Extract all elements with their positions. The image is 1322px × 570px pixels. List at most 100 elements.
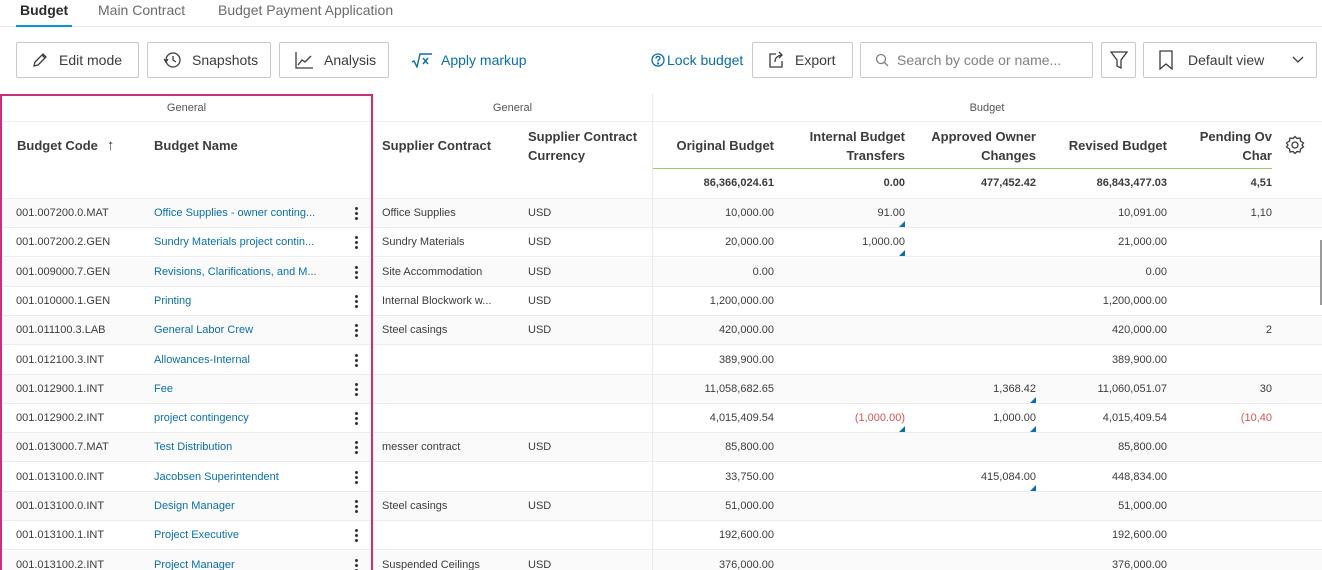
budget-name-link[interactable]: Allowances-Internal [154, 353, 250, 366]
row-actions-menu-icon[interactable] [350, 382, 362, 398]
search-input[interactable] [897, 52, 1087, 68]
revised-budget-cell: 21,000.00 [1118, 236, 1167, 249]
row-actions-menu-icon[interactable] [350, 353, 362, 369]
column-header-supplier-contract[interactable]: Supplier Contract [382, 138, 492, 153]
row-actions-menu-icon[interactable] [350, 528, 362, 544]
cell-note-marker-icon[interactable] [1030, 426, 1036, 433]
column-header-budget-code[interactable]: Budget Code ↑ [17, 122, 147, 169]
original-budget-cell: 1,200,000.00 [709, 294, 774, 307]
cell-note-marker-icon[interactable] [899, 426, 905, 433]
line-chart-icon [295, 52, 313, 69]
pending-owner-changes-cell: 1,10 [1250, 207, 1272, 219]
budget-name-link[interactable]: Printing [154, 294, 192, 307]
budget-name-link[interactable]: Jacobsen Superintendent [154, 470, 279, 483]
pending-owner-changes-cell [1180, 287, 1272, 316]
table-row[interactable]: 001.011100.3.LAB General Labor Crew Steel … [0, 316, 1322, 346]
bookmark-icon [1159, 50, 1173, 70]
supplier-contract-cell: Site Accommodation [382, 265, 483, 278]
internal-transfers-cell [780, 375, 905, 404]
row-actions-menu-icon[interactable] [350, 470, 362, 486]
budget-name-link[interactable]: Revisions, Clarifications, and M... [154, 265, 317, 278]
budget-name-link[interactable]: project contingency [154, 412, 249, 425]
budget-name-link[interactable]: Project Executive [154, 529, 239, 542]
column-header-supplier-currency[interactable]: Supplier Contract Currency [528, 122, 650, 169]
edit-mode-label: Edit mode [59, 52, 123, 68]
group-header-general-pinned: General [0, 94, 373, 122]
table-row[interactable]: 001.013100.2.INT Project Manager Suspended… [0, 550, 1322, 570]
revised-budget-cell: 11,060,051.07 [1097, 382, 1167, 395]
approved-owner-changes-cell: 415,084.00 [980, 470, 1036, 483]
column-header-budget-name[interactable]: Budget Name [154, 138, 238, 153]
pending-owner-changes-cell [1180, 228, 1272, 257]
cell-note-marker-icon[interactable] [1030, 396, 1036, 403]
view-select[interactable]: Default view [1143, 42, 1317, 78]
budget-name-link[interactable]: Project Manager [154, 558, 235, 570]
table-row[interactable]: 001.007200.0.MAT Office Supplies - owner … [0, 199, 1322, 228]
analysis-button[interactable]: Analysis [279, 42, 389, 78]
original-budget-cell: 420,000.00 [718, 324, 774, 337]
cell-note-marker-icon[interactable] [899, 250, 905, 257]
table-row[interactable]: 001.009000.7.GEN Revisions, Clarification… [0, 257, 1322, 287]
table-row[interactable]: 001.013100.0.INT Jacobsen Superintendent 3… [0, 463, 1322, 492]
row-actions-menu-icon[interactable] [350, 440, 362, 456]
table-row[interactable]: 001.013100.0.INT Design Manager Steel casi… [0, 492, 1322, 521]
internal-transfers-cell [780, 551, 905, 570]
internal-transfers-cell [780, 433, 905, 462]
row-actions-menu-icon[interactable] [350, 558, 362, 570]
column-header-pending-owner-changes[interactable]: Pending Ov Char [1180, 122, 1272, 169]
table-row[interactable]: 001.013100.1.INT Project Executive 192,600… [0, 521, 1322, 551]
budget-code-cell: 001.007200.0.MAT [16, 207, 109, 219]
row-actions-menu-icon[interactable] [350, 206, 362, 222]
row-actions-menu-icon[interactable] [350, 265, 362, 281]
snapshots-label: Snapshots [192, 52, 259, 68]
apply-markup-button[interactable]: Apply markup [411, 42, 527, 78]
tab-main-contract[interactable]: Main Contract [98, 2, 186, 18]
row-actions-menu-icon[interactable] [350, 411, 362, 427]
row-actions-menu-icon[interactable] [350, 499, 362, 515]
table-row[interactable]: 001.012900.2.INT project contingency 4,015… [0, 404, 1322, 434]
vertical-scrollbar[interactable] [1320, 240, 1322, 305]
column-header-original-budget[interactable]: Original Budget [676, 138, 775, 153]
original-budget-cell: 33,750.00 [725, 470, 774, 483]
table-row[interactable]: 001.013000.7.MAT Test Distribution messer … [0, 433, 1322, 463]
table-row[interactable]: 001.012900.1.INT Fee 11,058,682.65 1,368.42… [0, 374, 1322, 404]
column-header-internal-transfers[interactable]: Internal Budget Transfers [780, 122, 905, 169]
revised-budget-cell: 0.00 [1145, 265, 1167, 278]
lock-budget-button[interactable]: Lock budget [651, 42, 743, 78]
tab-budget-payment-application[interactable]: Budget Payment Application [218, 2, 394, 18]
analysis-label: Analysis [324, 52, 377, 68]
cell-note-marker-icon[interactable] [1030, 484, 1036, 491]
approved-owner-changes-cell [910, 346, 1036, 375]
table-row[interactable]: 001.010000.1.GEN Printing Internal Blockwo… [0, 287, 1322, 316]
budget-name-link[interactable]: Test Distribution [154, 441, 233, 454]
currency-cell [528, 521, 638, 550]
budget-name-link[interactable]: Design Manager [154, 500, 235, 512]
table-row[interactable]: 001.012100.3.INT Allowances-Internal 389,9… [0, 346, 1322, 375]
tab-budget[interactable]: Budget [15, 2, 73, 27]
cell-note-marker-icon[interactable] [899, 221, 905, 227]
table-row[interactable]: 001.007200.2.GEN Sundry Materials project… [0, 228, 1322, 258]
column-divider [652, 94, 653, 570]
filter-button[interactable] [1101, 42, 1136, 78]
snapshots-button[interactable]: Snapshots [147, 42, 271, 78]
export-button[interactable]: Export [752, 42, 853, 78]
lock-budget-label: Lock budget [667, 52, 744, 68]
internal-transfers-cell: 91.00 [877, 207, 905, 219]
group-header-general: General [373, 94, 652, 122]
row-actions-menu-icon[interactable] [350, 323, 362, 339]
supplier-contract-cell: Steel casings [382, 500, 448, 512]
budget-name-link[interactable]: Fee [154, 382, 173, 395]
column-header-revised-budget[interactable]: Revised Budget [1068, 138, 1167, 153]
budget-name-link[interactable]: General Labor Crew [154, 324, 254, 337]
supplier-currency-header-line1: Supplier Contract [528, 128, 638, 144]
approved-owner-changes-cell [910, 521, 1036, 550]
edit-mode-button[interactable]: Edit mode [16, 42, 139, 78]
row-actions-menu-icon[interactable] [350, 235, 362, 251]
budget-name-link[interactable]: Office Supplies - owner conting... [154, 207, 316, 219]
supplier-contract-cell [382, 346, 507, 375]
column-header-approved-owner-changes[interactable]: Approved Owner Changes [910, 122, 1036, 169]
budget-name-link[interactable]: Sundry Materials project contin... [154, 236, 315, 249]
column-settings-button[interactable] [1285, 135, 1305, 160]
search-box[interactable] [860, 42, 1093, 78]
row-actions-menu-icon[interactable] [350, 294, 362, 310]
